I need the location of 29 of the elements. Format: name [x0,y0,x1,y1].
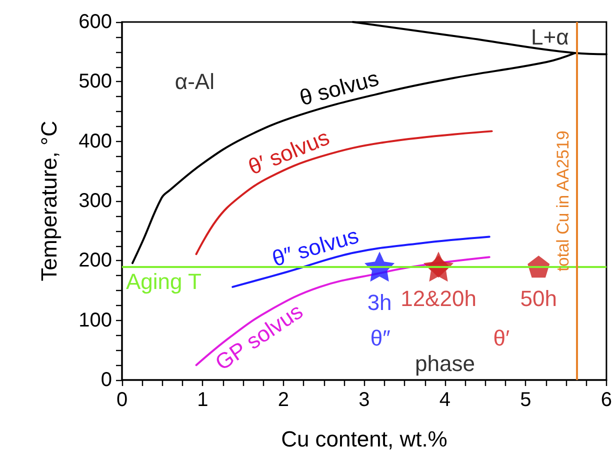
y-tick-label: 300 [78,190,112,212]
y-tick-label: 200 [78,250,112,272]
x-axis-title: Cu content, wt.% [281,426,448,452]
series-label: 50h [520,286,557,312]
y-axis-title: Temperature, °C [36,120,62,282]
annotation: phase [414,350,475,376]
x-tick-label: 3 [358,389,370,411]
y-tick-label: 0 [100,369,112,391]
ref-line-label: total Cu in AA2519 [554,130,573,272]
x-tick-label: 4 [439,389,451,411]
y-tick-label: 100 [78,309,112,332]
text: θ″ solvus [269,222,362,272]
x-tick-label: 1 [197,389,208,411]
series-label: 3h [367,290,392,316]
x-tick-label: 0 [116,389,128,411]
annotation: θ″ [370,326,391,351]
ref-line-label: Aging T [126,269,202,294]
y-tick-label: 400 [78,130,112,152]
annotation: α-Al [174,69,214,94]
y-tick-label: 600 [78,11,112,33]
y-tick-label: 500 [78,70,112,93]
annotation: L+α [531,24,570,50]
series-label: 12&20h [400,286,476,312]
text: θ solvus [296,66,382,110]
annotation: θ′ [493,326,510,351]
text: θ′ solvus [244,124,333,180]
x-tick-label: 2 [278,389,290,411]
x-tick-label: 5 [520,389,532,411]
x-tick-label: 6 [600,389,612,411]
